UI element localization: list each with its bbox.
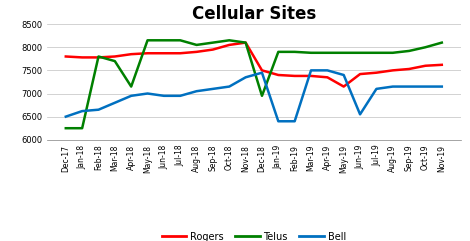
Legend: Rogers, Telus, Bell: Rogers, Telus, Bell: [158, 228, 350, 241]
Title: Cellular Sites: Cellular Sites: [192, 5, 316, 23]
